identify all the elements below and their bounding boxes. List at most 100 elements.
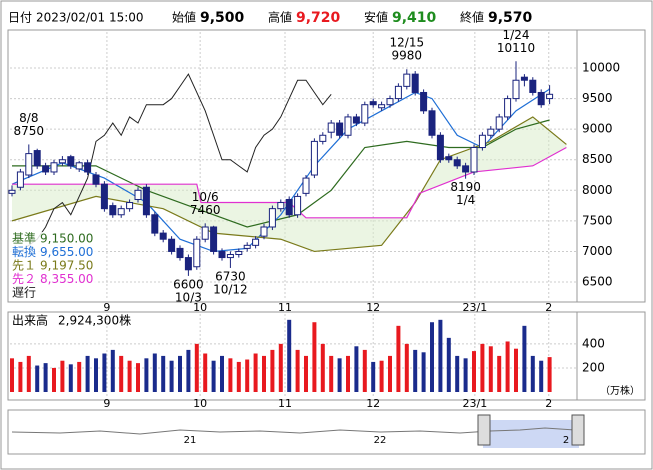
candle-body [50,162,58,173]
legend-value: 9,150.00 [40,232,93,246]
volume-bar [194,343,199,392]
volume-bar [463,358,468,392]
x-tick-label: 23/1 [462,397,487,410]
annotation-date: 10/6 [192,190,219,204]
candle-body [159,232,167,240]
candle-body [327,122,335,133]
candle-body [361,104,369,124]
candle-body [92,174,100,185]
candle-body [478,134,486,149]
candle-body [369,101,377,106]
header-field-value: 9,410 [392,10,437,26]
candle-body [344,116,352,136]
volume-bar [379,360,384,392]
candle-body [529,79,537,93]
candle-body [428,110,436,136]
navigator-line [11,427,576,435]
candle-body [176,247,184,259]
candle-body [285,198,293,216]
x-tick-label: 12 [366,397,380,410]
candle-body [126,202,134,210]
volume-bar [539,360,544,392]
legend-name: 転換 [12,245,36,259]
y-tick-label: 200 [582,360,605,374]
annotation-date: 1/24 [503,28,530,42]
volume-bar [26,355,31,392]
legend-name: 先１ [12,259,36,273]
volume-bar [388,355,392,392]
annotation-value: 6730 [215,269,246,283]
candle-body [235,250,243,256]
header-field-label: 始値 [172,10,196,25]
volume-bar [236,361,241,392]
candle-body [142,186,150,216]
volume-bar [421,352,426,392]
navigator-window[interactable] [483,420,579,448]
volume-bar [287,319,292,392]
volume-bar [52,367,56,392]
volume-bar [136,363,140,392]
candle-body [378,104,386,109]
candle-body [310,140,318,176]
x-tick-label: 2 [545,397,552,410]
volume-bar [228,358,233,392]
legend-value: 8,355.00 [40,272,93,286]
candle-body [268,208,276,228]
annotation-date: 12/15 [390,36,425,50]
x-tick-label: 9 [103,301,110,314]
legend-value: 9,197.50 [40,259,93,273]
volume-bar [43,363,48,392]
volume-bar [35,365,40,392]
candle-body [436,134,444,161]
y-tick-label: 8500 [582,152,613,166]
candle-body [201,226,209,240]
annotation-date: 1/4 [456,193,475,207]
volume-bar [270,349,275,392]
annotation-value: 7460 [190,203,221,217]
volume-bar [119,355,124,392]
x-tick-label: 23/1 [462,301,487,314]
navigator-label: 22 [374,435,387,446]
y-tick-label: 10000 [582,61,620,75]
volume-bar [169,360,174,392]
header-date-label: 日付 [8,11,32,25]
volume-bar [110,349,115,392]
candle-body [184,257,192,271]
navigator-label: 21 [184,435,197,446]
x-tick-label: 9 [103,397,110,410]
header-field-label: 終値 [460,10,484,25]
candle-body [8,189,16,194]
navigator-handle[interactable] [477,414,491,446]
navigator-handle[interactable] [571,414,585,446]
candle-body [58,159,66,164]
legend-name: 基準 [12,231,36,246]
volume-bar [320,343,325,392]
volume-bar [413,349,418,392]
candle-body [226,254,234,259]
volume-bar [480,343,485,392]
candle-body [33,150,41,167]
volume-bar [203,353,208,392]
header-field-value: 9,720 [296,10,341,26]
volume-bar [455,355,460,392]
candle-body [470,147,478,173]
candle-body [193,238,201,268]
volume-bar [304,355,308,392]
volume-bar [312,322,317,392]
candle-body [462,165,470,173]
volume-bar [68,364,73,392]
volume-bar [337,358,342,392]
annotation-date: 10/12 [213,282,248,296]
candle-body [75,162,83,170]
y-tick-label: 7500 [582,213,613,227]
price-panel [7,29,646,303]
y-tick-label: 8000 [582,183,613,197]
y-tick-label: 9500 [582,91,613,105]
candle-body [302,177,310,194]
legend-name: 遅行 [12,286,36,300]
candle-body [453,159,461,167]
volume-bar [127,360,132,392]
candle-body [67,156,75,167]
volume-bar [10,358,14,392]
candle-body [151,214,159,234]
